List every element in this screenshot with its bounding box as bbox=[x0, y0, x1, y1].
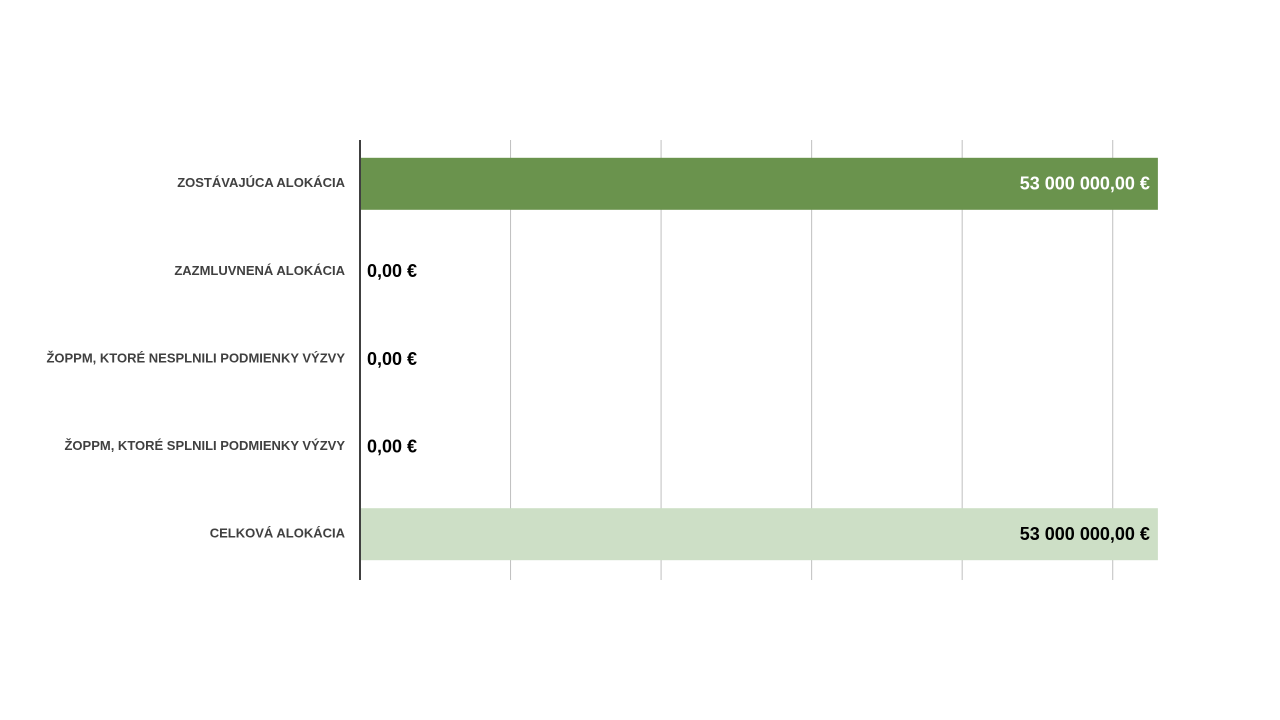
value-label: 0,00 € bbox=[367, 261, 417, 281]
y-tick-label: ŽOPPM, KTORÉ SPLNILI PODMIENKY VÝZVY bbox=[64, 438, 345, 453]
y-tick-label: CELKOVÁ ALOKÁCIA bbox=[210, 526, 346, 541]
bar bbox=[360, 157, 1158, 210]
y-tick-label: ZAZMLUVNENÁ ALOKÁCIA bbox=[174, 263, 345, 278]
value-label: 0,00 € bbox=[367, 349, 417, 369]
y-tick-label: ZOSTÁVAJÚCA ALOKÁCIA bbox=[177, 175, 345, 190]
bar bbox=[360, 508, 1158, 561]
value-label: 53 000 000,00 € bbox=[1020, 524, 1150, 544]
y-tick-label: ŽOPPM, KTORÉ NESPLNILI PODMIENKY VÝZVY bbox=[46, 350, 345, 365]
value-label: 0,00 € bbox=[367, 436, 417, 456]
value-label: 53 000 000,00 € bbox=[1020, 174, 1150, 194]
